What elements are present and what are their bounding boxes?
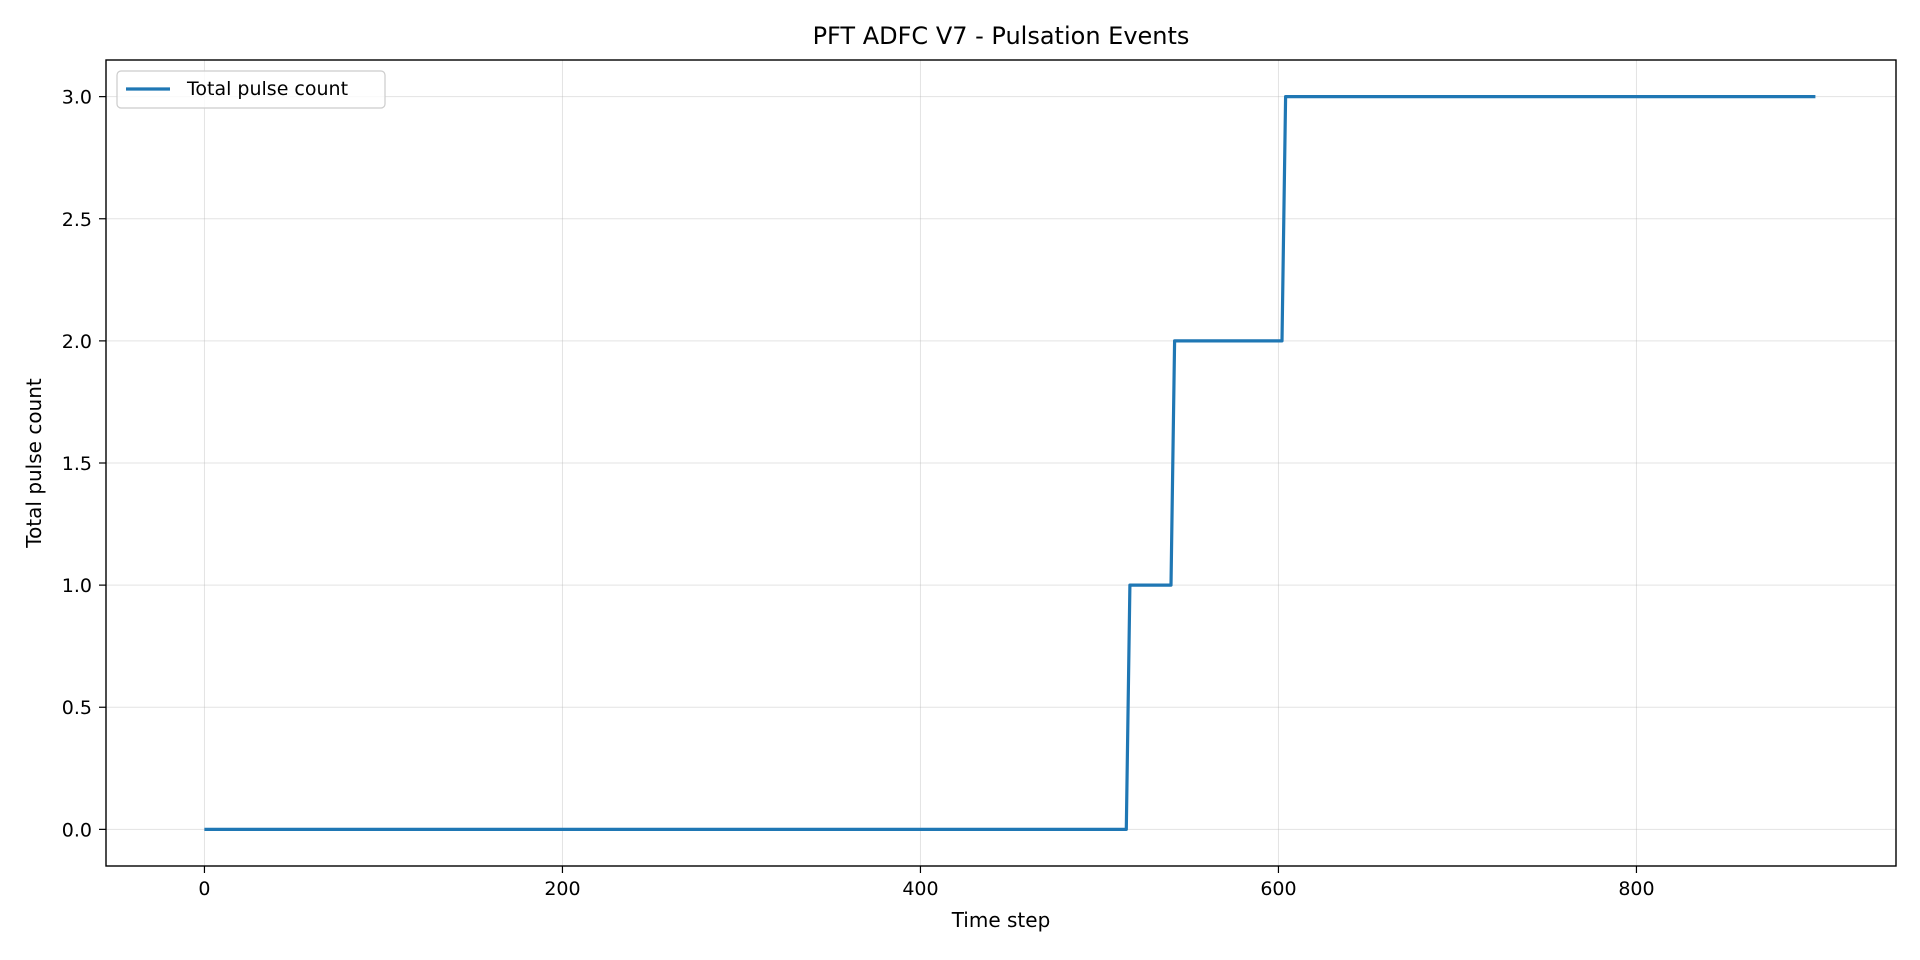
y-tick-label: 1.0 [62,575,92,597]
chart-title: PFT ADFC V7 - Pulsation Events [813,22,1190,50]
series-lines [204,94,1816,832]
y-tick-label: 2.5 [62,209,92,231]
x-axis-ticks: 0 200 400 600 800 [198,866,1655,900]
x-tick-label: 200 [544,878,580,900]
series-line-total-pulse-count [204,94,1816,832]
x-tick-label: 800 [1618,878,1654,900]
y-tick-label: 1.5 [62,453,92,475]
y-tick-label: 2.0 [62,331,92,353]
x-axis-label: Time step [951,908,1051,932]
legend: Total pulse count [116,70,386,109]
x-tick-label: 0 [198,878,210,900]
y-axis-ticks: 0.0 0.5 1.0 1.5 2.0 2.5 3.0 [62,87,106,841]
y-tick-label: 0.5 [62,697,92,719]
x-tick-label: 600 [1260,878,1296,900]
y-tick-label: 0.0 [62,819,92,841]
legend-box [116,70,386,109]
y-axis-label: Total pulse count [22,378,46,549]
x-tick-label: 400 [902,878,938,900]
legend-label-total-pulse-count: Total pulse count [186,78,348,100]
y-tick-label: 3.0 [62,87,92,109]
